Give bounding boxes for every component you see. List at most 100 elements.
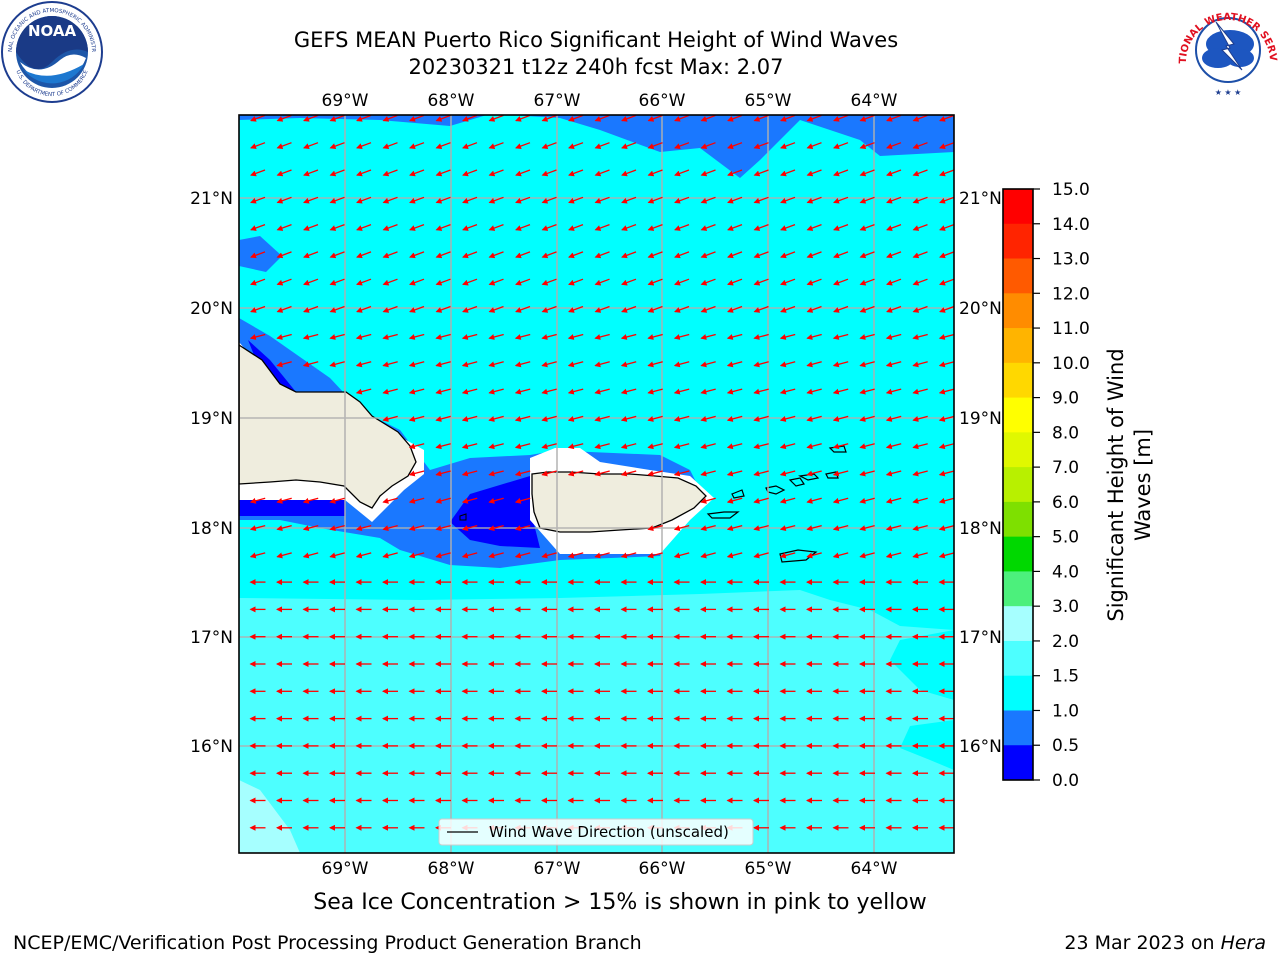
wind-wave-arrow <box>912 169 928 177</box>
wind-wave-arrow <box>726 415 743 422</box>
wind-wave-arrow <box>700 278 716 286</box>
wind-wave-arrow <box>621 169 637 177</box>
wind-wave-arrow <box>250 223 266 231</box>
wind-wave-arrow <box>435 388 451 395</box>
wind-wave-arrow <box>912 196 928 204</box>
wind-wave-arrow <box>435 142 451 149</box>
wind-wave-arrow <box>302 524 319 532</box>
lon-label: 67°W <box>534 859 581 879</box>
wind-wave-arrow <box>568 223 584 231</box>
lon-label: 64°W <box>851 859 898 879</box>
wind-wave-arrow <box>462 305 478 313</box>
wind-wave-arrow <box>647 333 663 340</box>
wind-wave-arrow <box>753 470 769 477</box>
wind-wave-arrow <box>276 361 292 368</box>
wind-wave-arrow <box>515 251 531 259</box>
wind-wave-arrow <box>620 552 637 559</box>
map-area[interactable] <box>239 114 955 853</box>
wind-wave-arrow <box>859 388 875 395</box>
wind-wave-arrow <box>620 470 637 477</box>
wind-wave-arrow <box>302 361 319 368</box>
wind-wave-arrow <box>303 251 319 259</box>
wind-wave-arrow <box>382 333 398 340</box>
wind-wave-arrow <box>276 305 292 313</box>
wind-wave-arrow <box>409 278 425 286</box>
wind-wave-arrow <box>250 278 266 286</box>
colorbar-swatch <box>1003 223 1033 260</box>
wind-wave-arrow <box>833 278 849 286</box>
wind-wave-arrow <box>700 333 716 340</box>
wind-wave-arrow <box>594 142 610 149</box>
colorbar-tick-label: 7.0 <box>1052 458 1079 478</box>
wind-wave-arrow <box>727 196 743 204</box>
wind-wave-arrow <box>885 333 902 340</box>
chart-subtitle: 20230321 t12z 240h fcst Max: 2.07 <box>408 55 784 79</box>
svg-text:★ ★ ★: ★ ★ ★ <box>1215 88 1242 97</box>
colorbar-swatch <box>1003 606 1033 642</box>
wind-wave-arrow <box>938 497 954 504</box>
wind-wave-arrow <box>912 278 928 286</box>
wind-wave-arrow <box>567 333 584 340</box>
wind-wave-arrow <box>938 333 954 340</box>
lon-label: 69°W <box>322 859 369 879</box>
wind-wave-arrow <box>276 142 292 149</box>
wind-wave-arrow <box>674 196 690 204</box>
wind-wave-arrow <box>514 388 531 395</box>
wind-wave-arrow <box>885 388 902 395</box>
colorbar-swatch <box>1003 189 1033 225</box>
wind-wave-arrow <box>780 278 796 286</box>
wind-wave-arrow <box>912 443 928 450</box>
wind-wave-arrow <box>700 115 716 122</box>
colorbar-swatch <box>1003 258 1033 294</box>
wind-wave-arrow <box>303 142 319 149</box>
wind-wave-arrow <box>594 251 610 259</box>
wind-wave-arrow <box>647 305 663 313</box>
wind-wave-arrow <box>567 443 584 450</box>
wind-wave-arrow <box>514 552 531 559</box>
wind-wave-arrow <box>700 196 716 204</box>
wind-wave-arrow <box>673 552 690 559</box>
lat-label: 17°N <box>959 628 1002 648</box>
wind-wave-arrow <box>939 223 954 231</box>
colorbar-tick-label: 1.0 <box>1052 701 1079 721</box>
wind-wave-arrow <box>779 388 796 395</box>
wind-wave-arrow <box>753 169 769 177</box>
wind-wave-arrow <box>673 361 690 368</box>
wind-wave-arrow <box>435 497 451 504</box>
wind-wave-arrow <box>541 443 557 450</box>
wind-wave-arrow <box>303 115 319 122</box>
map-legend: Wind Wave Direction (unscaled) <box>438 818 754 846</box>
colorbar-tick-label: 10.0 <box>1052 354 1090 374</box>
wind-wave-arrow <box>859 196 875 204</box>
wind-wave-arrow <box>647 169 663 177</box>
wind-wave-arrow <box>488 115 504 122</box>
wind-wave-arrow <box>832 552 849 559</box>
wind-wave-arrow <box>329 305 345 313</box>
wind-wave-arrow <box>568 142 584 149</box>
wind-wave-arrow <box>832 470 849 477</box>
wind-wave-arrow <box>329 497 345 504</box>
wind-wave-arrow <box>249 524 266 532</box>
wind-wave-arrow <box>886 278 902 286</box>
wind-wave-arrow <box>938 388 954 395</box>
wind-wave-arrow <box>461 470 478 477</box>
wind-wave-arrow <box>806 115 822 122</box>
wind-wave-arrow <box>461 497 478 504</box>
wind-wave-arrow <box>488 470 504 477</box>
wind-wave-arrow <box>276 552 292 559</box>
wind-wave-arrow <box>250 169 266 177</box>
wind-wave-arrow <box>779 361 796 368</box>
wind-wave-arrow <box>833 251 849 259</box>
wind-wave-arrow <box>541 361 557 368</box>
colorbar-tick-label: 3.0 <box>1052 597 1079 617</box>
wind-wave-arrow <box>302 552 319 559</box>
wind-wave-arrow <box>276 278 292 286</box>
wind-wave-arrow <box>674 251 690 259</box>
wind-wave-arrow <box>700 470 716 477</box>
wind-wave-arrow <box>832 497 849 504</box>
noaa-logo: NOAA NATIONAL OCEANIC AND ATMOSPHERIC AD… <box>0 0 103 103</box>
wind-wave-arrow <box>302 333 319 340</box>
wind-wave-arrow <box>806 497 822 504</box>
colorbar-tick-label: 0.5 <box>1052 736 1079 756</box>
